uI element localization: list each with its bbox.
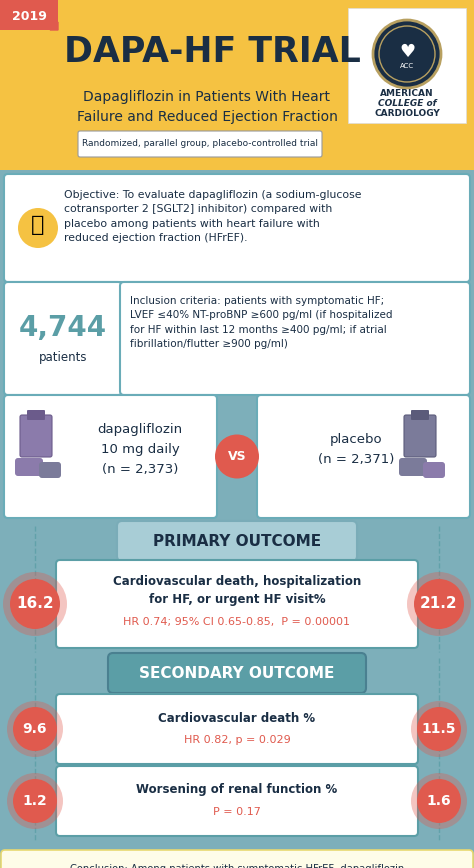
Text: 21.2: 21.2	[420, 596, 458, 611]
FancyBboxPatch shape	[15, 458, 43, 476]
FancyBboxPatch shape	[423, 462, 445, 478]
FancyBboxPatch shape	[4, 282, 122, 395]
Text: COLLEGE of: COLLEGE of	[378, 100, 436, 108]
Text: 11.5: 11.5	[422, 722, 456, 736]
FancyBboxPatch shape	[20, 415, 52, 457]
Text: Cardiovascular death, hospitalization
for HF, or urgent HF visit%: Cardiovascular death, hospitalization fo…	[113, 575, 361, 606]
FancyBboxPatch shape	[56, 560, 418, 648]
Text: dapagliflozin
10 mg daily
(n = 2,373): dapagliflozin 10 mg daily (n = 2,373)	[98, 423, 182, 476]
Circle shape	[411, 701, 467, 757]
FancyBboxPatch shape	[27, 410, 45, 420]
Circle shape	[414, 579, 464, 629]
Text: ♥: ♥	[399, 43, 415, 61]
FancyBboxPatch shape	[4, 174, 470, 282]
Text: ACC: ACC	[400, 63, 414, 69]
FancyBboxPatch shape	[348, 8, 466, 123]
FancyBboxPatch shape	[4, 395, 217, 518]
Circle shape	[373, 20, 441, 88]
FancyBboxPatch shape	[78, 131, 322, 157]
Circle shape	[7, 701, 63, 757]
Text: Inclusion criteria: patients with symptomatic HF;
LVEF ≤40% NT-proBNP ≥600 pg/ml: Inclusion criteria: patients with sympto…	[130, 296, 392, 349]
FancyBboxPatch shape	[0, 0, 58, 30]
FancyBboxPatch shape	[56, 766, 418, 836]
Circle shape	[18, 208, 58, 248]
Text: HR 0.74; 95% CI 0.65-0.85,  P = 0.00001: HR 0.74; 95% CI 0.65-0.85, P = 0.00001	[124, 617, 350, 627]
Text: CARDIOLOGY: CARDIOLOGY	[374, 109, 440, 119]
FancyBboxPatch shape	[404, 415, 436, 457]
Text: PRIMARY OUTCOME: PRIMARY OUTCOME	[153, 534, 321, 549]
Text: 4,744: 4,744	[19, 314, 107, 342]
FancyBboxPatch shape	[56, 694, 418, 764]
Text: placebo
(n = 2,371): placebo (n = 2,371)	[318, 432, 394, 465]
Text: HR 0.82, p = 0.029: HR 0.82, p = 0.029	[183, 735, 291, 745]
Text: P = 0.17: P = 0.17	[213, 807, 261, 817]
Circle shape	[407, 572, 471, 636]
Text: 9.6: 9.6	[23, 722, 47, 736]
FancyBboxPatch shape	[108, 653, 366, 693]
Circle shape	[417, 779, 461, 823]
Text: SECONDARY OUTCOME: SECONDARY OUTCOME	[139, 666, 335, 681]
Text: Cardiovascular death %: Cardiovascular death %	[158, 712, 316, 725]
Text: 1.2: 1.2	[23, 794, 47, 808]
Text: 1.6: 1.6	[427, 794, 451, 808]
Text: 16.2: 16.2	[16, 596, 54, 611]
Circle shape	[13, 707, 57, 751]
Polygon shape	[50, 22, 58, 30]
Text: 2019: 2019	[11, 10, 46, 23]
FancyBboxPatch shape	[39, 462, 61, 478]
FancyBboxPatch shape	[1, 850, 473, 868]
Text: Dapagliflozin in Patients With Heart
Failure and Reduced Ejection Fraction: Dapagliflozin in Patients With Heart Fai…	[77, 90, 337, 123]
FancyBboxPatch shape	[0, 0, 474, 170]
Circle shape	[417, 707, 461, 751]
Text: patients: patients	[39, 352, 87, 365]
Text: Randomized, parallel group, placebo-controlled trial: Randomized, parallel group, placebo-cont…	[82, 140, 318, 148]
Circle shape	[411, 773, 467, 829]
Text: DAPA-HF TRIAL: DAPA-HF TRIAL	[64, 35, 360, 69]
FancyBboxPatch shape	[257, 395, 470, 518]
Text: Worsening of renal function %: Worsening of renal function %	[137, 784, 337, 797]
FancyBboxPatch shape	[399, 458, 427, 476]
Circle shape	[13, 779, 57, 823]
Circle shape	[7, 773, 63, 829]
Circle shape	[3, 572, 67, 636]
FancyBboxPatch shape	[120, 282, 470, 395]
Text: VS: VS	[228, 450, 246, 463]
Circle shape	[10, 579, 60, 629]
Text: Objective: To evaluate dapagliflozin (a sodium-glucose
cotransporter 2 [SGLT2] i: Objective: To evaluate dapagliflozin (a …	[64, 190, 362, 243]
Text: 💡: 💡	[31, 215, 45, 235]
Text: Conclusion: Among patients with symptomatic HFrEF, dapagliflozin
was beneficial.: Conclusion: Among patients with symptoma…	[70, 864, 404, 868]
Circle shape	[215, 435, 259, 478]
FancyBboxPatch shape	[117, 521, 357, 561]
Text: AMERICAN: AMERICAN	[380, 89, 434, 98]
FancyBboxPatch shape	[411, 410, 429, 420]
